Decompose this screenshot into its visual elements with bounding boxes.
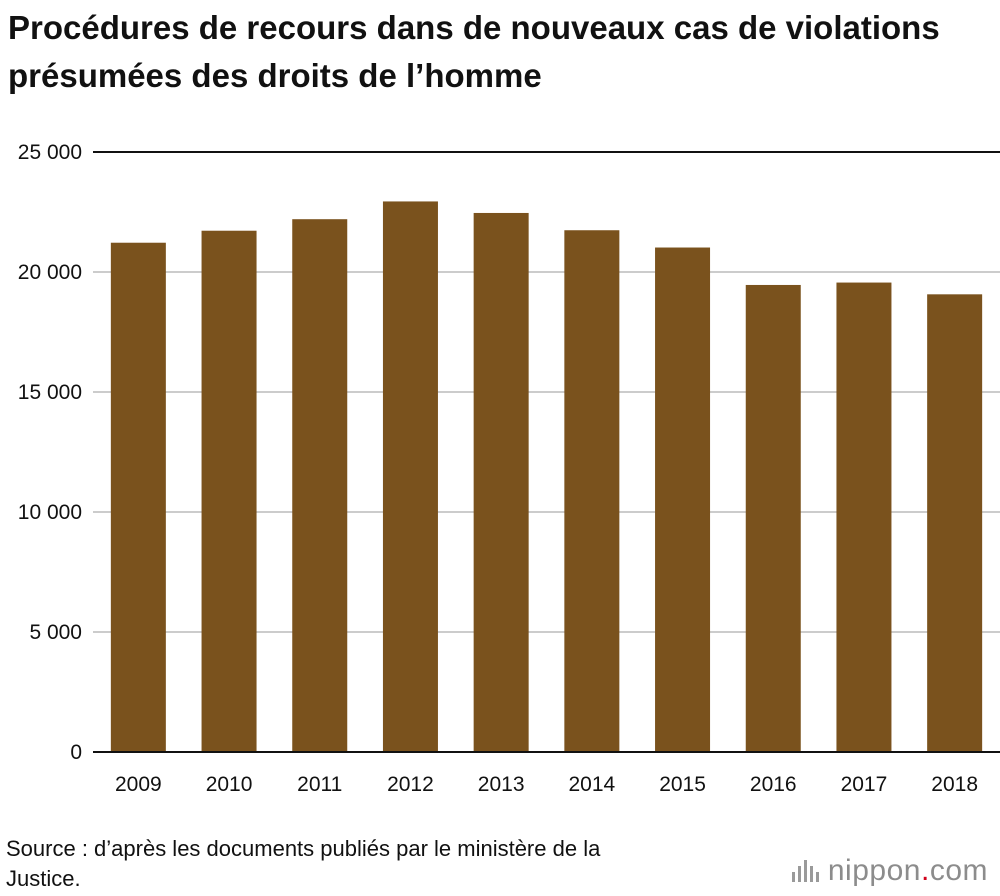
y-tick-label: 10 000 — [18, 501, 82, 524]
bar-2009 — [110, 242, 166, 752]
x-tick-label: 2017 — [841, 773, 888, 796]
bar-2011 — [292, 219, 348, 752]
x-tick-label: 2015 — [659, 773, 706, 796]
bar-2017 — [836, 282, 892, 752]
bar-2010 — [201, 230, 257, 753]
logo-brand: nippon — [827, 854, 921, 887]
x-tick-label: 2010 — [206, 773, 253, 796]
bar-2013 — [473, 212, 529, 752]
x-tick-label: 2016 — [750, 773, 797, 796]
y-tick-label: 5 000 — [29, 621, 82, 644]
x-tick-label: 2012 — [387, 773, 434, 796]
bar-2014 — [564, 230, 620, 753]
bar-series — [110, 201, 983, 753]
x-tick-label: 2011 — [297, 773, 342, 796]
y-tick-label: 25 000 — [18, 141, 82, 164]
bar-2012 — [382, 201, 438, 752]
x-tick-label: 2013 — [478, 773, 525, 796]
bar-2015 — [655, 247, 711, 752]
chart-title: Procédures de recours dans de nouveaux c… — [8, 9, 940, 94]
logo-dot: . — [920, 854, 930, 887]
y-axis-ticks: 0 5 000 10 000 15 000 20 000 25 000 — [18, 141, 82, 764]
nippon-logo[interactable]: nippon. com — [791, 854, 988, 888]
source-note: Source : d’après les documents publiés p… — [6, 836, 601, 891]
nippon-bars-icon — [791, 860, 819, 882]
bar-2016 — [745, 284, 801, 752]
x-tick-label: 2018 — [931, 773, 978, 796]
x-tick-label: 2009 — [115, 773, 162, 796]
x-axis-ticks: 2009 2010 2011 2012 2013 2014 2015 2016 2017 2018 — [115, 773, 978, 796]
x-tick-label: 2014 — [568, 773, 615, 796]
bar-2018 — [927, 294, 983, 752]
y-tick-label: 20 000 — [18, 261, 82, 284]
y-tick-label: 0 — [70, 741, 82, 764]
logo-suffix: com — [929, 854, 988, 887]
y-tick-label: 15 000 — [18, 381, 82, 404]
